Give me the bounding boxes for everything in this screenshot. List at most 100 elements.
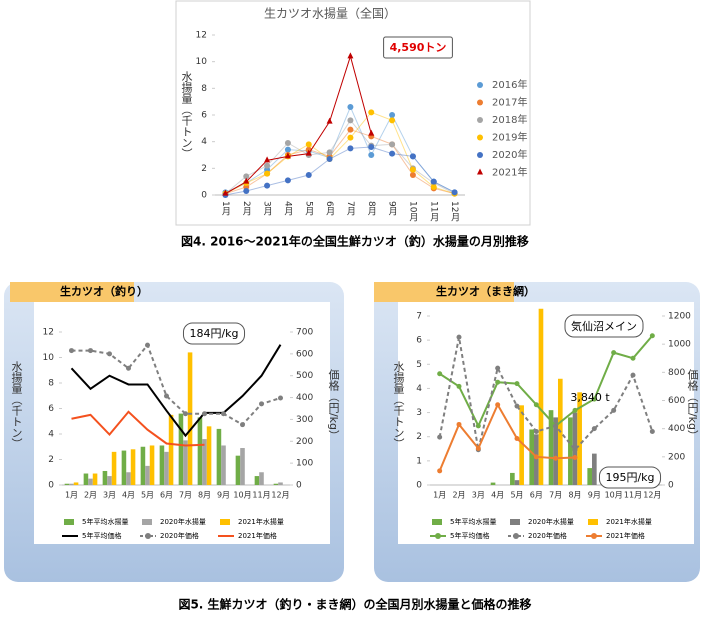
callout [564, 314, 644, 338]
panel-inner [398, 302, 694, 544]
legend-swatch [220, 519, 230, 525]
bar [69, 483, 74, 485]
bar [235, 455, 241, 485]
bar [159, 445, 165, 485]
y-tick-label: 4 [48, 430, 54, 440]
y-tick-label: 4 [416, 384, 422, 394]
legend-swatch [510, 519, 520, 525]
marker [368, 144, 375, 150]
bar [514, 480, 520, 485]
marker [264, 162, 271, 169]
y-tick-label: 6 [48, 404, 54, 414]
bar [202, 439, 207, 485]
y-tick-label: 12 [196, 31, 207, 41]
y2-tick-label: 400 [668, 424, 685, 434]
marker [389, 150, 396, 157]
y2-tick-label: 100 [296, 459, 313, 469]
marker [368, 109, 375, 116]
marker [183, 411, 188, 417]
x-tick-label: 12月 [449, 201, 460, 222]
legend-swatch [64, 519, 74, 525]
y2-tick-label: 1200 [668, 312, 691, 322]
marker [591, 533, 597, 539]
legend-swatch [432, 519, 442, 525]
marker [649, 333, 655, 339]
y2-tick-label: 300 [296, 415, 313, 425]
marker [126, 365, 131, 371]
marker [649, 428, 655, 434]
x-tick-label: 8月 [198, 491, 211, 500]
bar [568, 417, 573, 485]
marker [456, 383, 462, 389]
annotation: 4,590トン [390, 41, 447, 54]
marker [368, 129, 375, 136]
marker [221, 411, 226, 417]
bar [259, 472, 264, 485]
y-tick-label: 1 [416, 456, 422, 466]
x-tick-label: 6月 [530, 491, 543, 500]
marker [553, 455, 559, 461]
marker [475, 423, 481, 429]
y2-tick-label: 500 [296, 371, 313, 381]
marker [107, 351, 112, 357]
bar [107, 476, 112, 485]
marker [477, 82, 483, 88]
y-tick-label: 10 [43, 353, 55, 363]
x-tick-label: 4月 [491, 491, 504, 500]
marker [305, 149, 312, 156]
bar [126, 472, 131, 485]
marker [284, 146, 291, 153]
caption: 図5. 生鮮カツオ（釣り・まき網）の全国月別水揚量と価格の推移 [178, 597, 531, 612]
callout [383, 36, 453, 59]
marker [326, 117, 333, 124]
y-tick-label: 2 [201, 164, 207, 174]
marker [553, 423, 559, 429]
y-axis-label: 水揚量（千トン） [10, 361, 23, 449]
marker [514, 403, 520, 409]
x-tick-label: 1月 [220, 201, 231, 217]
marker [284, 177, 291, 184]
x-tick-label: 3月 [262, 201, 273, 217]
marker [326, 156, 333, 162]
panel-label-bg [10, 282, 134, 302]
annotation: 3,840 t [570, 391, 610, 404]
y-tick-label: 10 [196, 57, 208, 67]
x-tick-label: 2月 [452, 491, 465, 500]
marker [456, 421, 462, 427]
x-tick-label: 6月 [324, 201, 335, 217]
marker [389, 117, 396, 124]
marker [164, 393, 169, 399]
x-tick-label: 8月 [366, 201, 377, 217]
marker [533, 428, 539, 434]
marker [222, 189, 229, 196]
bar [183, 440, 188, 485]
bar [73, 482, 79, 485]
bar [111, 451, 117, 485]
x-tick-label: 3月 [103, 491, 116, 500]
chart-title: 生カツオ（釣り） [60, 284, 148, 298]
marker [437, 468, 443, 474]
y-tick-label: 4 [201, 137, 207, 147]
bar [145, 465, 150, 485]
chart-title: 生カツオ（まき網） [436, 284, 535, 298]
marker [88, 348, 93, 354]
marker [513, 533, 519, 539]
marker [264, 170, 271, 177]
marker [69, 348, 74, 354]
series-line [225, 129, 455, 195]
y-tick-label: 8 [48, 379, 54, 389]
legend-label: 2017年 [492, 96, 527, 109]
marker [264, 156, 271, 163]
marker [347, 117, 354, 124]
marker [305, 141, 312, 148]
bar [206, 426, 212, 485]
marker [264, 182, 271, 189]
x-tick-label: 9月 [588, 491, 601, 500]
y-axis-label: 水揚量（千トン） [180, 71, 193, 159]
marker [456, 334, 462, 340]
marker [495, 365, 501, 371]
x-tick-label: 11月 [624, 491, 642, 500]
marker [347, 126, 354, 133]
marker [572, 455, 578, 461]
